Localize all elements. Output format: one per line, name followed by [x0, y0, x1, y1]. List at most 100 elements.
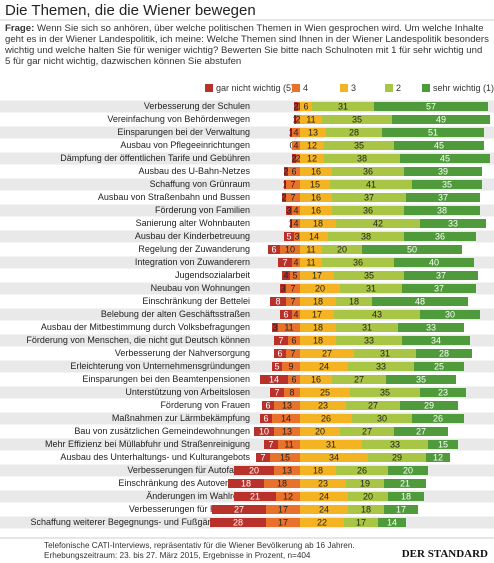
bar-segment [296, 154, 300, 163]
bar-segment [300, 219, 336, 228]
bar-segment [260, 414, 272, 423]
value-label: 35 [354, 140, 364, 150]
value-label: 25 [320, 387, 330, 397]
bar-segment [292, 219, 300, 228]
value-label: 16 [311, 205, 321, 215]
bar-segment [276, 492, 300, 501]
bar-segment [254, 427, 274, 436]
value-label: 12 [433, 452, 443, 462]
bar-segment [300, 271, 334, 280]
value-label: 21 [250, 491, 260, 501]
value-label: 43 [372, 309, 382, 319]
legend-swatch [385, 84, 393, 92]
value-label: 13 [282, 465, 292, 475]
category-label: Sanierung alter Wohnbauten [136, 218, 250, 228]
value-label: 27 [416, 426, 426, 436]
value-label: 11 [284, 322, 293, 332]
legend-label: gar nicht wichtig (5) [216, 83, 294, 93]
bar-segment [288, 375, 300, 384]
category-label: Vereinfachung von Behördenwegen [107, 114, 250, 124]
bar-segment [326, 128, 382, 137]
value-label: 48 [415, 296, 425, 306]
bar-segment [404, 232, 476, 241]
bar-segment [268, 245, 280, 254]
value-label: 4 [293, 205, 298, 215]
value-label: 2 [283, 166, 288, 176]
value-label: 38 [437, 205, 447, 215]
bar-segment [274, 466, 300, 475]
bar-segment [392, 115, 490, 124]
category-label: Maßnahmen zur Lärmbekämpfung [112, 413, 250, 423]
value-label: 20 [249, 465, 259, 475]
legend-label: 4 [303, 83, 308, 93]
value-label: 45 [434, 140, 444, 150]
bar-segment [300, 141, 324, 150]
legend-label: 3 [351, 83, 356, 93]
bar-segment [284, 167, 288, 176]
value-label: 6 [265, 400, 270, 410]
legend-swatch [422, 84, 430, 92]
bar-segment [346, 401, 400, 410]
bar-segment [300, 115, 322, 124]
value-label: 33 [364, 335, 374, 345]
category-label: Mehr Effizienz bei Müllabfuhr und Straße… [45, 439, 250, 449]
bar-segment [286, 349, 300, 358]
value-label: 6 [263, 413, 268, 423]
bar-segment [428, 440, 458, 449]
value-label: 4 [293, 218, 298, 228]
bar-segment [412, 414, 464, 423]
value-label: 1 [296, 101, 301, 111]
bar-segment [274, 401, 300, 410]
category-label: Erleichterung von Unternehmensgründungen [70, 361, 250, 371]
value-label: 20 [363, 491, 373, 501]
value-label: 37 [438, 192, 448, 202]
value-label: 18 [361, 504, 371, 514]
value-label: 16 [311, 166, 321, 176]
value-label: 31 [362, 322, 372, 332]
value-label: 37 [436, 270, 446, 280]
bar-segment [300, 362, 348, 371]
category-label: Bau von zusätzlichen Gemeindewohnungen [74, 426, 250, 436]
value-label: 18 [349, 296, 359, 306]
value-label: 7 [290, 179, 295, 189]
value-label: 25 [434, 361, 444, 371]
value-label: 18 [313, 335, 323, 345]
value-label: 28 [349, 127, 359, 137]
bar-segment [420, 310, 480, 319]
bar-segment [348, 505, 384, 514]
value-label: 5 [274, 361, 279, 371]
value-label: 2 [295, 114, 300, 124]
bar-segment [286, 206, 292, 215]
bar-segment [346, 479, 384, 488]
bar-segment [286, 284, 300, 293]
value-label: 36 [435, 231, 445, 241]
value-label: 20 [337, 244, 347, 254]
category-label: Ausbau des Unterhaltungs- und Kulturange… [60, 452, 250, 462]
bar-segment [300, 466, 336, 475]
bar-segment [402, 336, 470, 345]
bar-segment [256, 453, 270, 462]
bar-segment [300, 297, 336, 306]
source: Telefonische CATI-Interviews, repräsenta… [44, 541, 355, 560]
category-label: Schaffung weiterer Begegnungs- und Fußgä… [31, 517, 251, 527]
bar-segment [296, 115, 300, 124]
bar-segment [286, 193, 300, 202]
value-label: 11 [306, 244, 315, 254]
bar-segment [298, 102, 300, 111]
bar-segment [394, 427, 448, 436]
value-label: 15 [280, 452, 290, 462]
value-label: 41 [366, 179, 376, 189]
bar-segment [300, 440, 362, 449]
value-label: 27 [322, 348, 332, 358]
bar-segment [386, 375, 456, 384]
value-label: 2 [293, 101, 298, 111]
bar-segment [266, 518, 300, 527]
bar-segment [300, 258, 322, 267]
bar-segment [290, 271, 300, 280]
value-label: 36 [353, 257, 363, 267]
value-label: 4 [293, 309, 298, 319]
bar-segment [322, 115, 392, 124]
value-label: 40 [429, 257, 439, 267]
value-label: 2 [295, 153, 300, 163]
category-label: Regelung der Zuwanderung [138, 244, 250, 254]
